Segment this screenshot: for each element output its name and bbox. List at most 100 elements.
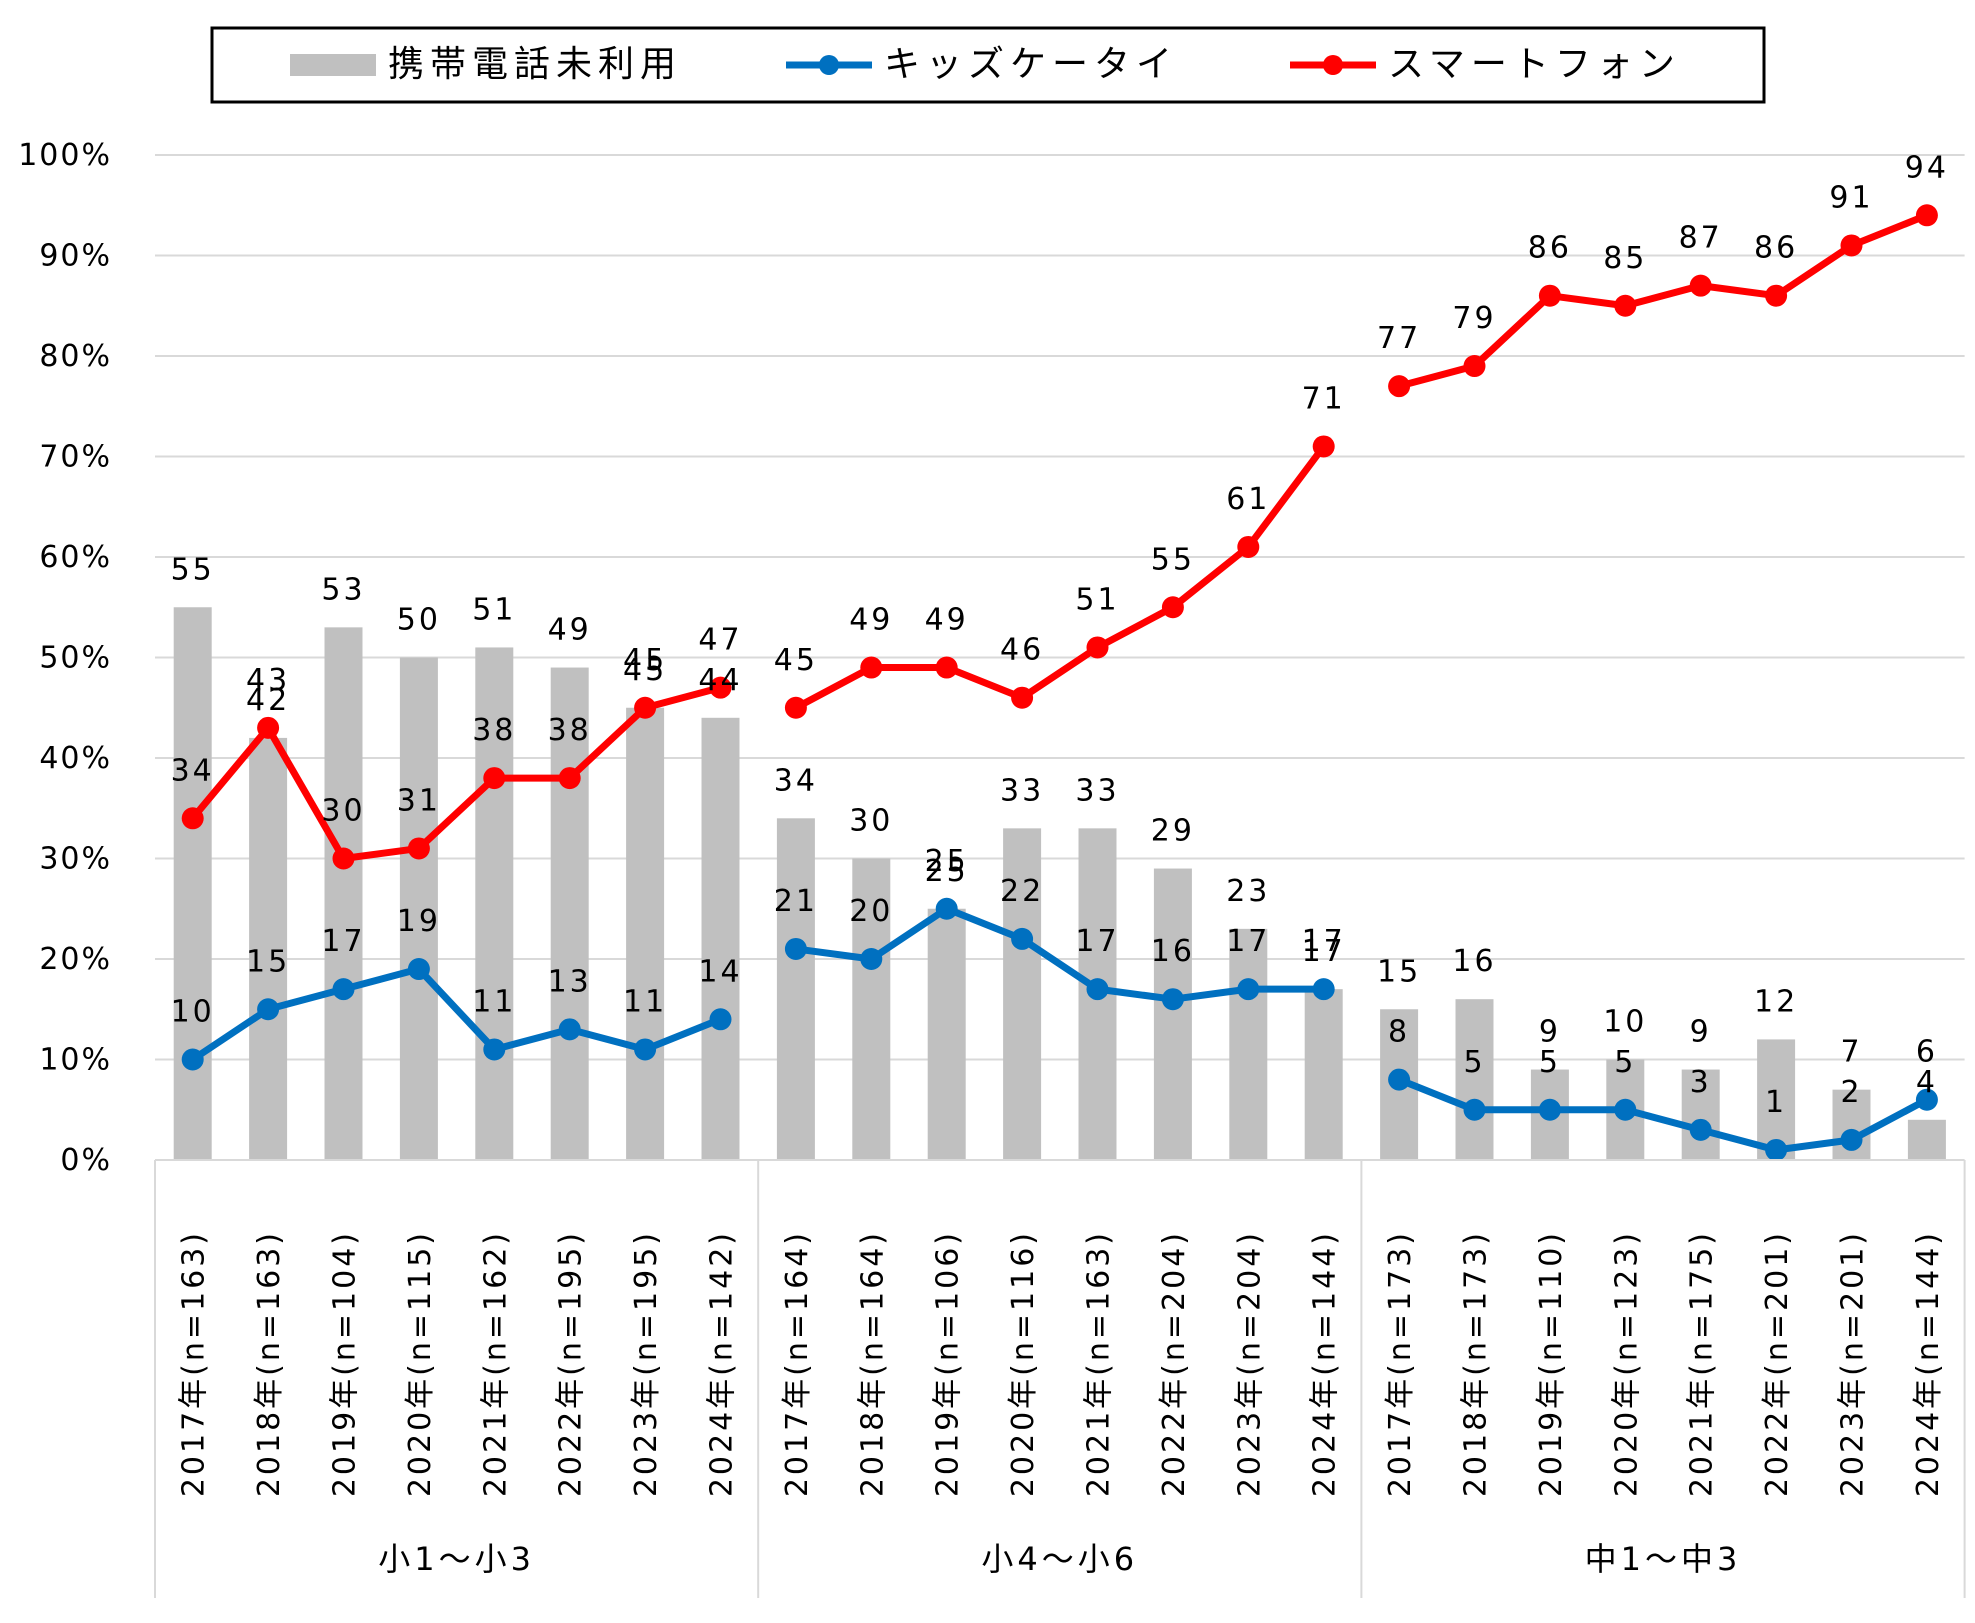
data-label-kids: 17 (1226, 924, 1270, 959)
point-smart (935, 656, 958, 679)
group-label: 中1〜中3 (1585, 1540, 1742, 1578)
bar-data-label: 51 (472, 592, 516, 627)
data-label-smart: 71 (1302, 381, 1346, 416)
data-label-smart: 87 (1679, 221, 1723, 256)
data-label-kids: 20 (849, 894, 893, 929)
bar-no-phone (1907, 1119, 1946, 1160)
bar-data-label: 53 (321, 572, 365, 607)
point-smart (784, 696, 807, 719)
point-kids (1463, 1098, 1486, 1121)
data-label-smart: 30 (321, 794, 365, 829)
data-label-smart: 86 (1754, 231, 1798, 266)
bar-data-label: 25 (925, 854, 969, 889)
x-category-label: 2019年(n=104) (328, 1230, 363, 1497)
legend-box (210, 26, 1766, 104)
point-kids (1915, 1088, 1938, 1111)
point-kids (1840, 1128, 1863, 1151)
bar-data-label: 9 (1690, 1015, 1712, 1050)
data-label-smart: 45 (774, 643, 818, 678)
data-label-kids: 15 (246, 944, 290, 979)
data-label-kids: 3 (1690, 1065, 1712, 1100)
data-label-smart: 61 (1226, 482, 1270, 517)
bar-data-label: 49 (548, 613, 592, 648)
point-kids (1237, 978, 1260, 1001)
point-kids (332, 978, 355, 1001)
data-label-kids: 17 (1075, 924, 1119, 959)
data-label-kids: 10 (171, 995, 215, 1030)
data-label-smart: 34 (171, 753, 215, 788)
point-smart (407, 837, 430, 860)
x-axis: 2017年(n=163) 2018年(n=163) 2019年(n=104) 2020… (154, 1159, 1966, 1598)
data-label-smart: 31 (397, 783, 441, 818)
x-category-label: 2017年(n=163) (177, 1230, 212, 1497)
data-label-kids: 5 (1539, 1045, 1561, 1080)
point-kids (1011, 927, 1034, 950)
point-smart (1614, 294, 1637, 317)
x-category-label: 2019年(n=106) (931, 1230, 966, 1497)
data-label-smart: 47 (698, 623, 742, 658)
bar-data-label: 33 (1075, 773, 1119, 808)
y-tick-label: 50% (39, 641, 112, 676)
point-smart (1161, 596, 1184, 619)
data-label-kids: 6 (1916, 1035, 1938, 1070)
legend-label-smartphone: スマートフォン (1388, 44, 1681, 85)
bar-data-label: 29 (1151, 814, 1195, 849)
bar-data-label: 15 (1377, 954, 1421, 989)
point-kids (935, 897, 958, 920)
y-tick-label: 40% (39, 741, 112, 776)
data-label-smart: 46 (1000, 633, 1044, 668)
data-label-smart: 91 (1829, 180, 1873, 215)
point-kids (1161, 988, 1184, 1011)
data-label-kids: 17 (1302, 924, 1346, 959)
bar-no-phone (1229, 928, 1268, 1160)
x-category-label: 2022年(n=201) (1760, 1230, 1795, 1497)
bar-data-label: 42 (246, 683, 290, 718)
data-label-kids: 2 (1840, 1075, 1862, 1110)
y-tick-label: 0% (60, 1143, 112, 1178)
data-label-smart: 55 (1151, 542, 1195, 577)
x-category-label: 2017年(n=164) (780, 1230, 815, 1497)
legend: 携帯電話未利用 キッズケータイ スマートフォン (210, 26, 1766, 104)
point-smart (483, 767, 506, 790)
data-label-kids: 19 (397, 904, 441, 939)
bar-data-label: 50 (397, 603, 441, 638)
x-category-label: 2022年(n=195) (554, 1230, 589, 1497)
data-label-kids: 22 (1000, 874, 1044, 909)
x-category-label: 2024年(n=144) (1911, 1230, 1946, 1497)
point-smart (1689, 274, 1712, 297)
point-smart (709, 676, 732, 699)
bar-no-phone (249, 737, 288, 1160)
data-label-smart: 51 (1075, 582, 1119, 617)
point-kids (257, 998, 280, 1021)
y-tick-label: 20% (39, 942, 112, 977)
point-smart (634, 696, 657, 719)
x-category-label: 2023年(n=201) (1836, 1230, 1871, 1497)
data-label-kids: 14 (698, 954, 742, 989)
x-category-label: 2023年(n=195) (629, 1230, 664, 1497)
data-label-kids: 5 (1614, 1045, 1636, 1080)
x-category-label: 2020年(n=116) (1006, 1230, 1041, 1497)
data-label-smart: 45 (623, 643, 667, 678)
bar-data-label: 7 (1840, 1035, 1862, 1070)
data-label-smart: 38 (472, 713, 516, 748)
bar-no-phone (1153, 868, 1192, 1160)
data-label-smart: 94 (1905, 150, 1949, 185)
bar-data-label: 45 (623, 653, 667, 688)
point-smart (1388, 375, 1411, 398)
bar-data-label: 30 (849, 804, 893, 839)
bar-no-phone (399, 657, 438, 1160)
y-tick-label: 80% (39, 339, 112, 374)
data-label-kids: 1 (1765, 1085, 1787, 1120)
point-smart (332, 847, 355, 870)
line-smart (1398, 212, 1929, 390)
y-tick-label: 90% (39, 239, 112, 274)
x-category-label: 2020年(n=115) (403, 1230, 438, 1497)
x-category-label: 2021年(n=163) (1082, 1230, 1117, 1497)
x-category-label: 2021年(n=175) (1685, 1230, 1720, 1497)
point-smart (1463, 355, 1486, 378)
data-label-kids: 17 (321, 924, 365, 959)
point-smart (1538, 284, 1561, 307)
bar-no-phone (324, 627, 363, 1160)
data-label-kids: 11 (623, 984, 667, 1019)
